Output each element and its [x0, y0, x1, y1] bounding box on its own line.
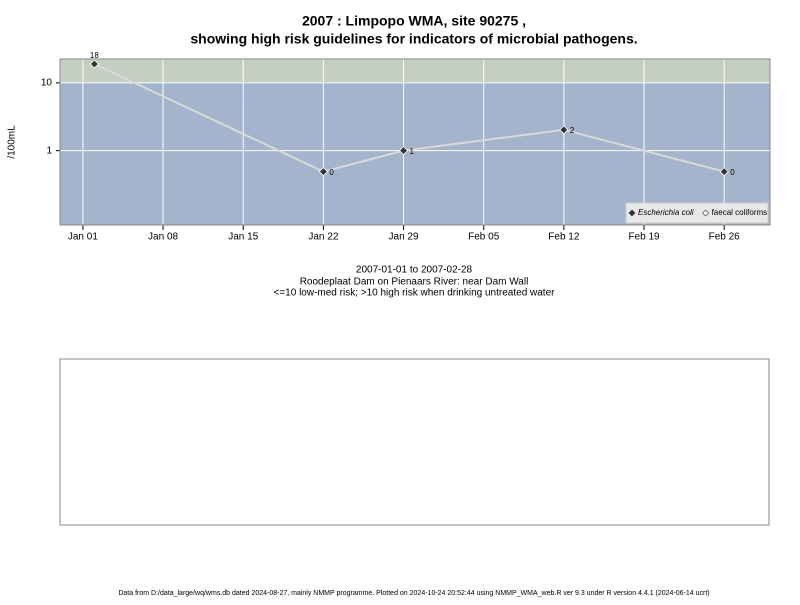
x-tick-label: Jan 01	[68, 232, 98, 243]
legend-marker	[628, 209, 636, 217]
x-tick-label: Feb 26	[709, 232, 741, 243]
data-point	[318, 167, 328, 177]
footer: Data from D:/data_large/wq/wms.db dated …	[118, 590, 709, 597]
y-axis-label: /100mL	[7, 125, 18, 159]
legend-box	[625, 202, 769, 224]
legend-marker	[702, 209, 710, 217]
band-above	[60, 59, 770, 83]
data-point	[398, 146, 409, 156]
plot-frame	[59, 58, 771, 226]
x-tick-label: Feb 05	[468, 232, 500, 243]
x-caption: 2007-01-01 to 2007-02-28	[356, 265, 473, 276]
x-tick-label: Feb 19	[628, 232, 660, 243]
y-tick-label: 10	[41, 78, 53, 89]
data-point	[719, 167, 729, 177]
legend-label: Escherichia coli	[638, 208, 694, 217]
y-tick-label: 1	[46, 145, 52, 156]
data-label: 0	[730, 168, 735, 177]
site-caption: Roodeplaat Dam on Pienaars River: near D…	[300, 277, 529, 288]
x-tick-label: Jan 08	[148, 232, 178, 243]
band-below	[60, 82, 770, 225]
x-tick-label: Feb 12	[548, 232, 580, 243]
legend-label: faecal coliforms	[712, 208, 768, 217]
data-label: 1	[410, 147, 415, 156]
empty-panel	[59, 358, 770, 526]
data-label: 18	[90, 51, 99, 60]
data-label: 2	[570, 126, 575, 135]
chart-subtitle: showing high risk guidelines for indicat…	[190, 31, 637, 47]
data-label: 0	[329, 168, 334, 177]
x-tick-label: Jan 29	[389, 232, 419, 243]
x-tick-label: Jan 22	[308, 232, 338, 243]
data-point	[559, 125, 569, 135]
x-tick-label: Jan 15	[228, 232, 258, 243]
risk-note: <=10 low-med risk; >10 high risk when dr…	[274, 288, 556, 299]
chart-title: 2007 : Limpopo WMA, site 90275 ,	[302, 13, 526, 29]
data-point	[89, 59, 99, 69]
